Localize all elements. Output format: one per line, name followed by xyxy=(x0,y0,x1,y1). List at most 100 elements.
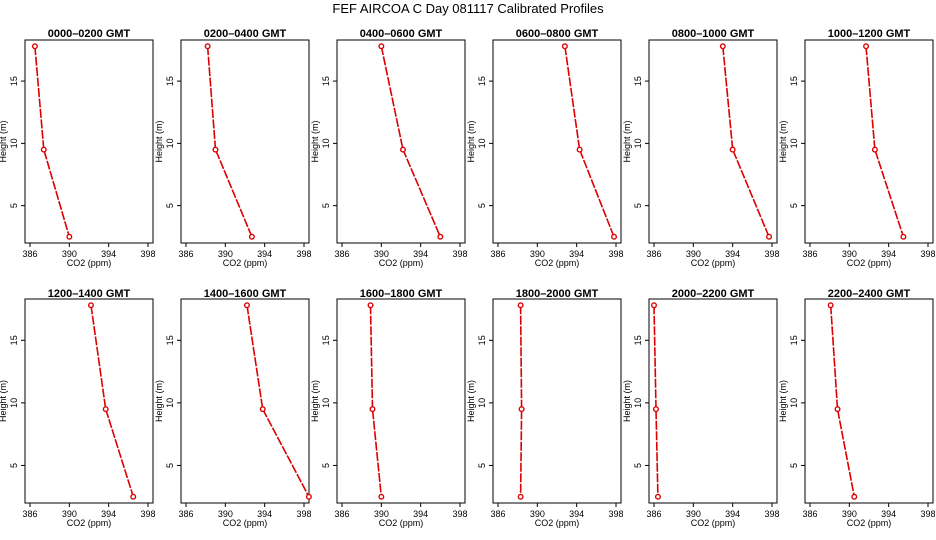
profile-line xyxy=(865,46,905,238)
x-tick-label: 394 xyxy=(413,249,428,259)
data-point xyxy=(399,146,406,153)
chart-panel: 1600–1800 GMT 386 390 394 398 CO2 (ppm) 5 10 15 H… xyxy=(310,288,468,528)
x-tick-label: 398 xyxy=(920,509,935,519)
data-point xyxy=(652,406,659,413)
y-tick-label: 15 xyxy=(477,335,487,345)
x-tick-label: 390 xyxy=(62,509,77,519)
panel-title: 0800–1000 GMT xyxy=(672,28,755,40)
panel-title: 0600–0800 GMT xyxy=(516,28,599,40)
y-tick-label: 10 xyxy=(477,398,487,408)
y-tick-label: 10 xyxy=(165,138,175,148)
data-point xyxy=(517,302,524,309)
y-axis-label: Height (m) xyxy=(310,120,320,162)
x-tick-label: 386 xyxy=(802,509,817,519)
x-tick-label: 386 xyxy=(334,249,349,259)
y-tick-label: 5 xyxy=(321,463,331,468)
y-tick-label: 5 xyxy=(477,203,487,208)
x-axis-label: CO2 (ppm) xyxy=(847,518,892,528)
x-tick-label: 398 xyxy=(920,249,935,259)
x-tick-label: 386 xyxy=(22,249,37,259)
data-point xyxy=(729,146,736,153)
chart-panel: 0400–0600 GMT 386 390 394 398 CO2 (ppm) 5 10 15 H… xyxy=(310,28,468,268)
data-point xyxy=(31,43,38,50)
y-axis-label: Height (m) xyxy=(778,380,788,422)
plot-frame xyxy=(180,298,310,504)
data-point xyxy=(561,43,568,50)
x-tick-label: 398 xyxy=(296,249,311,259)
y-tick-label: 10 xyxy=(321,398,331,408)
panel-title: 2200–2400 GMT xyxy=(828,288,911,300)
x-axis-label: CO2 (ppm) xyxy=(223,258,268,268)
data-point xyxy=(259,406,266,413)
x-tick-label: 390 xyxy=(62,249,77,259)
data-point xyxy=(204,43,211,50)
data-point xyxy=(719,43,726,50)
data-point xyxy=(611,233,618,240)
x-tick-label: 394 xyxy=(257,249,272,259)
y-tick-label: 15 xyxy=(165,76,175,86)
plot-frame xyxy=(336,39,466,244)
y-tick-label: 5 xyxy=(633,203,643,208)
x-tick-label: 386 xyxy=(490,509,505,519)
x-tick-label: 386 xyxy=(334,509,349,519)
x-tick-label: 390 xyxy=(218,509,233,519)
y-tick-label: 15 xyxy=(321,76,331,86)
profile-line xyxy=(564,46,615,238)
x-tick-label: 394 xyxy=(413,509,428,519)
x-tick-label: 386 xyxy=(646,249,661,259)
chart-panel: 0600–0800 GMT 386 390 394 398 CO2 (ppm) 5 10 15 H… xyxy=(466,28,624,268)
x-tick-label: 398 xyxy=(452,509,467,519)
profile-line xyxy=(246,305,310,498)
data-point xyxy=(378,43,385,50)
x-axis-label: CO2 (ppm) xyxy=(691,258,736,268)
x-axis-label: CO2 (ppm) xyxy=(67,258,112,268)
plot-frame xyxy=(492,298,622,504)
chart-panel: 1000–1200 GMT 386 390 394 398 CO2 (ppm) 5 10 15 H… xyxy=(778,28,936,268)
chart-panel: 1400–1600 GMT 386 390 394 398 CO2 (ppm) 5 10 15 H… xyxy=(154,288,312,528)
data-point xyxy=(243,302,250,309)
x-tick-label: 394 xyxy=(101,249,116,259)
x-axis-label: CO2 (ppm) xyxy=(379,258,424,268)
y-tick-label: 15 xyxy=(9,76,19,86)
y-axis-label: Height (m) xyxy=(622,120,632,162)
plot-frame xyxy=(24,298,154,504)
x-tick-label: 394 xyxy=(569,249,584,259)
chart-panel: 2200–2400 GMT 386 390 394 398 CO2 (ppm) 5 10 15 H… xyxy=(778,288,936,528)
panel-title: 0200–0400 GMT xyxy=(204,28,287,40)
profile-line xyxy=(369,305,383,497)
y-axis-label: Height (m) xyxy=(466,380,476,422)
x-tick-label: 390 xyxy=(686,509,701,519)
data-point xyxy=(871,146,878,153)
x-axis-label: CO2 (ppm) xyxy=(223,518,268,528)
x-axis-label: CO2 (ppm) xyxy=(379,518,424,528)
chart-panel: 0800–1000 GMT 386 390 394 398 CO2 (ppm) 5 10 15 H… xyxy=(622,28,780,268)
x-tick-label: 386 xyxy=(646,509,661,519)
x-axis-label: CO2 (ppm) xyxy=(535,258,580,268)
y-tick-label: 5 xyxy=(165,463,175,468)
x-tick-label: 386 xyxy=(490,249,505,259)
y-tick-label: 15 xyxy=(321,335,331,345)
x-axis-label: CO2 (ppm) xyxy=(67,518,112,528)
y-tick-label: 15 xyxy=(9,335,19,345)
plot-frame xyxy=(648,298,778,504)
x-tick-label: 390 xyxy=(842,249,857,259)
data-point xyxy=(518,406,525,413)
x-tick-label: 398 xyxy=(296,509,311,519)
x-tick-label: 398 xyxy=(140,249,155,259)
main-title: FEF AIRCOA C Day 081117 Calibrated Profi… xyxy=(332,1,604,16)
x-tick-label: 386 xyxy=(22,509,37,519)
x-tick-label: 390 xyxy=(842,509,857,519)
profile-line xyxy=(722,46,770,238)
data-point xyxy=(766,233,773,240)
x-axis-label: CO2 (ppm) xyxy=(847,258,892,268)
x-axis-label: CO2 (ppm) xyxy=(535,518,580,528)
plot-frame xyxy=(24,39,154,244)
panel-title: 1200–1400 GMT xyxy=(48,288,131,300)
y-tick-label: 10 xyxy=(633,138,643,148)
panel-title: 1400–1600 GMT xyxy=(204,288,287,300)
data-point xyxy=(212,146,219,153)
y-axis-label: Height (m) xyxy=(154,380,164,422)
chart-panel: 2000–2200 GMT 386 390 394 398 CO2 (ppm) 5 10 15 H… xyxy=(622,288,780,528)
data-point xyxy=(305,493,312,500)
x-tick-label: 398 xyxy=(452,249,467,259)
